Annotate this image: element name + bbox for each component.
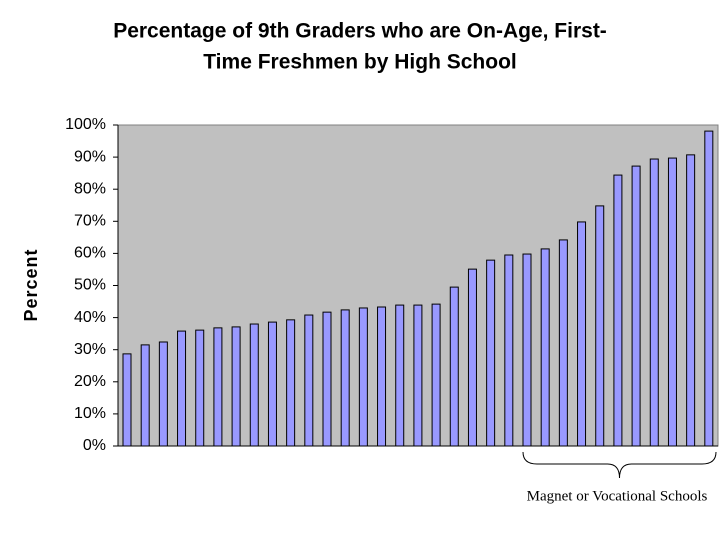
bar: [577, 221, 587, 447]
bar: [613, 174, 623, 447]
bar: [140, 344, 150, 447]
y-tick-label: 80%: [74, 180, 106, 197]
bar: [286, 319, 296, 447]
bar: [377, 306, 387, 447]
bar: [558, 239, 568, 447]
y-tick-label: 10%: [74, 405, 106, 422]
bar: [504, 254, 514, 447]
bar: [158, 341, 168, 447]
y-tick-label: 100%: [65, 116, 106, 133]
bar: [667, 157, 677, 447]
bar: [195, 329, 205, 447]
bar: [322, 311, 332, 447]
annotation: Magnet or Vocational Schools: [527, 488, 708, 504]
bar: [449, 286, 459, 447]
bar: [413, 304, 423, 447]
bar: [358, 307, 368, 447]
bar: [704, 130, 714, 447]
bar: [213, 327, 223, 447]
bar: [267, 321, 277, 447]
bar: [177, 330, 187, 447]
y-tick-label: 60%: [74, 245, 106, 262]
bar: [631, 165, 641, 447]
y-tick-label: 20%: [74, 373, 106, 390]
bar: [649, 158, 659, 447]
bar: [340, 309, 350, 447]
chart-title: Percentage of 9th Graders who are On-Age…: [113, 20, 607, 43]
y-tick-label: 70%: [74, 213, 106, 230]
bar: [595, 205, 605, 447]
y-tick-label: 30%: [74, 341, 106, 358]
y-axis-label: Percent: [21, 248, 41, 321]
y-tick-label: 90%: [74, 148, 106, 165]
bar: [431, 303, 441, 447]
bar: [467, 268, 477, 447]
bar: [540, 248, 550, 447]
y-tick-label: 40%: [74, 309, 106, 326]
bar: [486, 259, 496, 447]
bar: [395, 304, 405, 447]
bar: [522, 253, 532, 447]
bar: [249, 323, 259, 447]
y-tick-label: 0%: [83, 437, 106, 454]
brace: [522, 451, 717, 479]
bar: [686, 154, 696, 447]
bar: [231, 326, 241, 447]
bar: [122, 353, 132, 447]
bar: [304, 314, 314, 447]
y-tick-label: 50%: [74, 277, 106, 294]
chart-title: Time Freshmen by High School: [203, 51, 517, 74]
